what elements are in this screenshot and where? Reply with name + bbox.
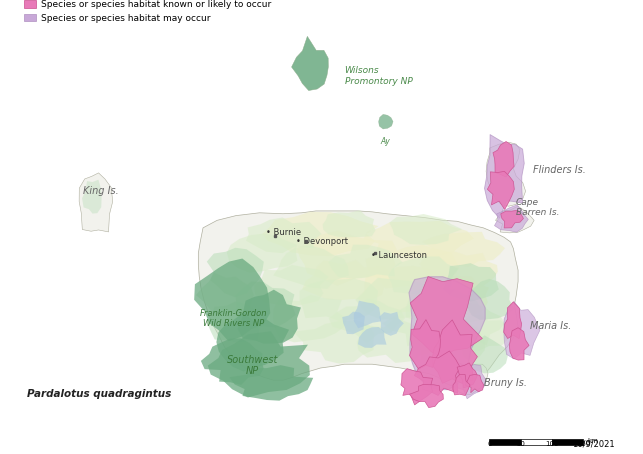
Text: Ay: Ay [380,137,390,146]
Text: km: km [587,438,598,444]
Text: 150: 150 [577,441,590,447]
Text: 0: 0 [487,441,492,447]
Text: • Burnie: • Burnie [266,228,301,237]
Text: Franklin-Gordon
Wild Rivers NP: Franklin-Gordon Wild Rivers NP [200,309,267,328]
Text: Pardalotus quadragintus: Pardalotus quadragintus [26,389,171,399]
Text: Flinders Is.: Flinders Is. [532,165,586,175]
Text: • Launceston: • Launceston [371,251,427,260]
Text: 100: 100 [545,441,559,447]
Text: Wilsons
Promontory NP: Wilsons Promontory NP [345,66,412,86]
Text: Cape
Barren Is.: Cape Barren Is. [516,198,559,217]
Text: Bruny Is.: Bruny Is. [484,378,527,388]
Bar [552,439,583,444]
Text: Southwest
NP: Southwest NP [227,355,278,376]
Text: Maria Is.: Maria Is. [530,321,571,331]
Text: 16/9/2021: 16/9/2021 [572,439,615,449]
Legend: Species or species habitat known or likely to occur, Species or species habitat : Species or species habitat known or like… [24,0,271,23]
Text: • Devonport: • Devonport [296,237,348,246]
Bar [521,439,552,444]
Text: King Is.: King Is. [83,186,119,196]
Text: 50: 50 [516,441,525,447]
Bar [489,439,521,444]
